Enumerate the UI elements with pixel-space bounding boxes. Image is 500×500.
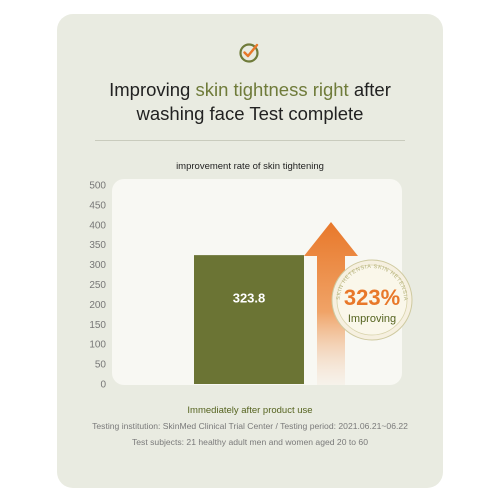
- y-tick-label: 100: [89, 340, 106, 351]
- y-tick-label: 50: [95, 360, 107, 371]
- divider: [95, 140, 405, 141]
- y-tick-label: 200: [89, 300, 106, 311]
- y-tick-label: 250: [89, 280, 106, 291]
- improvement-badge: SKIN HETENSIA SKIN HETENSIA 323% Improvi…: [331, 259, 413, 341]
- y-tick-label: 500: [89, 181, 106, 192]
- check-circle-icon: [239, 43, 259, 63]
- y-tick-label: 350: [89, 240, 106, 251]
- title-part1: Improving: [109, 79, 196, 100]
- chart-title: improvement rate of skin tightening: [176, 161, 324, 172]
- badge-percent: 323%: [344, 285, 400, 310]
- y-tick-label: 0: [100, 380, 106, 391]
- title-part2: after: [348, 79, 391, 100]
- x-axis-category-label: Immediately after product use: [187, 405, 313, 416]
- y-tick-label: 450: [89, 200, 106, 211]
- testing-info: Testing institution: SkinMed Clinical Tr…: [92, 421, 408, 431]
- title-line2: washing face Test complete: [136, 103, 364, 124]
- bar: [194, 255, 304, 384]
- up-arrow-icon: [304, 222, 358, 385]
- y-tick-label: 150: [89, 320, 106, 331]
- bar-value-label: 323.8: [233, 291, 266, 306]
- page-title: Improving skin tightness right after was…: [57, 78, 443, 126]
- y-tick-label: 300: [89, 260, 106, 271]
- title-highlight: skin tightness right: [195, 79, 349, 100]
- badge-label: Improving: [348, 313, 396, 325]
- y-tick-label: 400: [89, 220, 106, 231]
- test-subjects: Test subjects: 21 healthy adult men and …: [131, 437, 368, 447]
